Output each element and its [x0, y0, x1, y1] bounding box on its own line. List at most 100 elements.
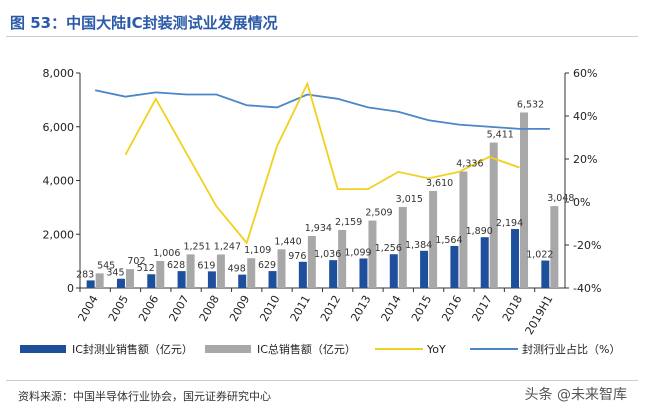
total-data-label: 1,247	[214, 241, 241, 252]
total-data-label: 545	[97, 260, 115, 271]
right-tick-label: 60%	[573, 67, 597, 80]
x-tick-label: 2011	[288, 293, 313, 324]
total-bar	[520, 112, 529, 288]
yoy-line	[124, 81, 520, 245]
total-bar	[429, 190, 438, 288]
total-data-label: 1,440	[274, 236, 301, 247]
x-tick-label: 2005	[106, 293, 131, 324]
total-bar	[307, 236, 316, 288]
sales-bar	[389, 254, 398, 288]
sales-data-label: 1,036	[314, 249, 341, 260]
x-tick-label: 2017	[470, 293, 495, 324]
sales-data-label: 1,384	[405, 240, 432, 251]
sales-data-label: 619	[197, 260, 215, 271]
sales-bar	[511, 229, 520, 288]
sales-data-label: 1,890	[466, 226, 493, 237]
left-tick-label: 2,000	[43, 228, 75, 241]
total-bar	[489, 142, 498, 288]
x-tick-label: 2008	[197, 293, 222, 324]
total-bar	[277, 249, 286, 288]
total-data-label: 1,109	[244, 245, 271, 256]
total-bar	[216, 254, 225, 288]
total-data-label: 2,509	[365, 208, 392, 219]
total-bar	[368, 220, 377, 288]
total-data-label: 6,532	[517, 99, 544, 110]
footer-divider	[6, 380, 638, 381]
total-data-label: 3,048	[547, 193, 574, 204]
total-data-label: 1,251	[183, 241, 210, 252]
legend-label: YoY	[426, 343, 446, 356]
sales-data-label: 629	[258, 260, 276, 271]
x-tick-label: 2006	[136, 293, 161, 324]
sales-bar	[480, 237, 489, 288]
sales-data-label: 283	[76, 269, 94, 280]
x-tick-label: 2016	[439, 293, 464, 324]
x-tick-label: 2007	[166, 293, 191, 324]
x-tick-label: 2019H1	[523, 293, 556, 337]
sales-bar	[329, 260, 338, 288]
total-bar	[125, 269, 134, 288]
total-data-label: 702	[127, 256, 145, 267]
legend-label: IC封测业销售额（亿元）	[72, 342, 193, 356]
x-tick-label: 2004	[75, 293, 100, 324]
total-bar	[247, 258, 256, 288]
total-bar	[459, 171, 468, 288]
sales-bar	[116, 278, 125, 288]
sales-bar	[541, 260, 550, 288]
sales-bar	[177, 271, 186, 288]
x-tick-label: 2018	[500, 293, 525, 324]
sales-bar	[147, 274, 156, 288]
x-tick-label: 2012	[318, 293, 343, 324]
sales-bar	[359, 258, 368, 288]
watermark: 头条 @未来智库	[524, 387, 627, 403]
x-tick-label: 2014	[379, 293, 404, 324]
sales-data-label: 2,194	[496, 218, 523, 229]
right-tick-label: 40%	[573, 110, 597, 123]
total-data-label: 1,006	[153, 248, 180, 259]
sales-data-label: 976	[288, 251, 306, 262]
sales-bar	[298, 261, 307, 288]
legend-swatch	[20, 345, 66, 353]
total-bar	[550, 206, 559, 288]
total-bar	[156, 260, 165, 288]
left-tick-label: 6,000	[43, 121, 75, 134]
sales-bar	[450, 245, 459, 288]
sales-bar	[238, 274, 247, 288]
left-tick-label: 8,000	[43, 67, 75, 80]
total-data-label: 5,411	[487, 130, 514, 141]
sales-bar	[268, 271, 277, 288]
total-data-label: 3,610	[426, 178, 453, 189]
total-bar	[338, 229, 347, 288]
legend-label: 封测行业占比（%）	[522, 342, 620, 356]
right-tick-label: 0%	[573, 196, 590, 209]
total-bar	[186, 254, 195, 288]
left-tick-label: 4,000	[43, 175, 75, 188]
sales-data-label: 1,256	[375, 243, 402, 254]
legend-label: IC总销售额（亿元）	[257, 342, 356, 356]
total-data-label: 4,336	[456, 158, 483, 169]
right-tick-label: 20%	[573, 153, 597, 166]
share-line	[94, 89, 550, 130]
total-data-label: 2,159	[335, 217, 362, 228]
sales-data-label: 1,099	[344, 247, 371, 258]
chart-title: 图 53：中国大陆IC封装测试业发展情况	[10, 14, 278, 32]
legend-swatch	[205, 345, 251, 353]
sales-bar	[86, 280, 95, 288]
total-bar	[95, 273, 104, 288]
x-tick-label: 2010	[257, 293, 282, 324]
left-tick-label: 0	[67, 282, 74, 295]
total-data-label: 1,934	[305, 223, 332, 234]
right-tick-label: -40%	[573, 282, 601, 295]
sales-data-label: 498	[228, 264, 246, 275]
sales-data-label: 512	[137, 263, 155, 274]
total-data-label: 3,015	[396, 194, 423, 205]
sales-bar	[420, 250, 429, 288]
sales-bar	[207, 271, 216, 288]
sales-data-label: 628	[167, 260, 185, 271]
x-tick-label: 2015	[409, 293, 434, 324]
title-bar: 图 53：中国大陆IC封装测试业发展情况	[6, 6, 638, 37]
x-tick-label: 2013	[348, 293, 373, 324]
source-note: 资料来源：中国半导体行业协会，国元证券研究中心	[18, 390, 271, 403]
total-bar	[398, 206, 407, 288]
